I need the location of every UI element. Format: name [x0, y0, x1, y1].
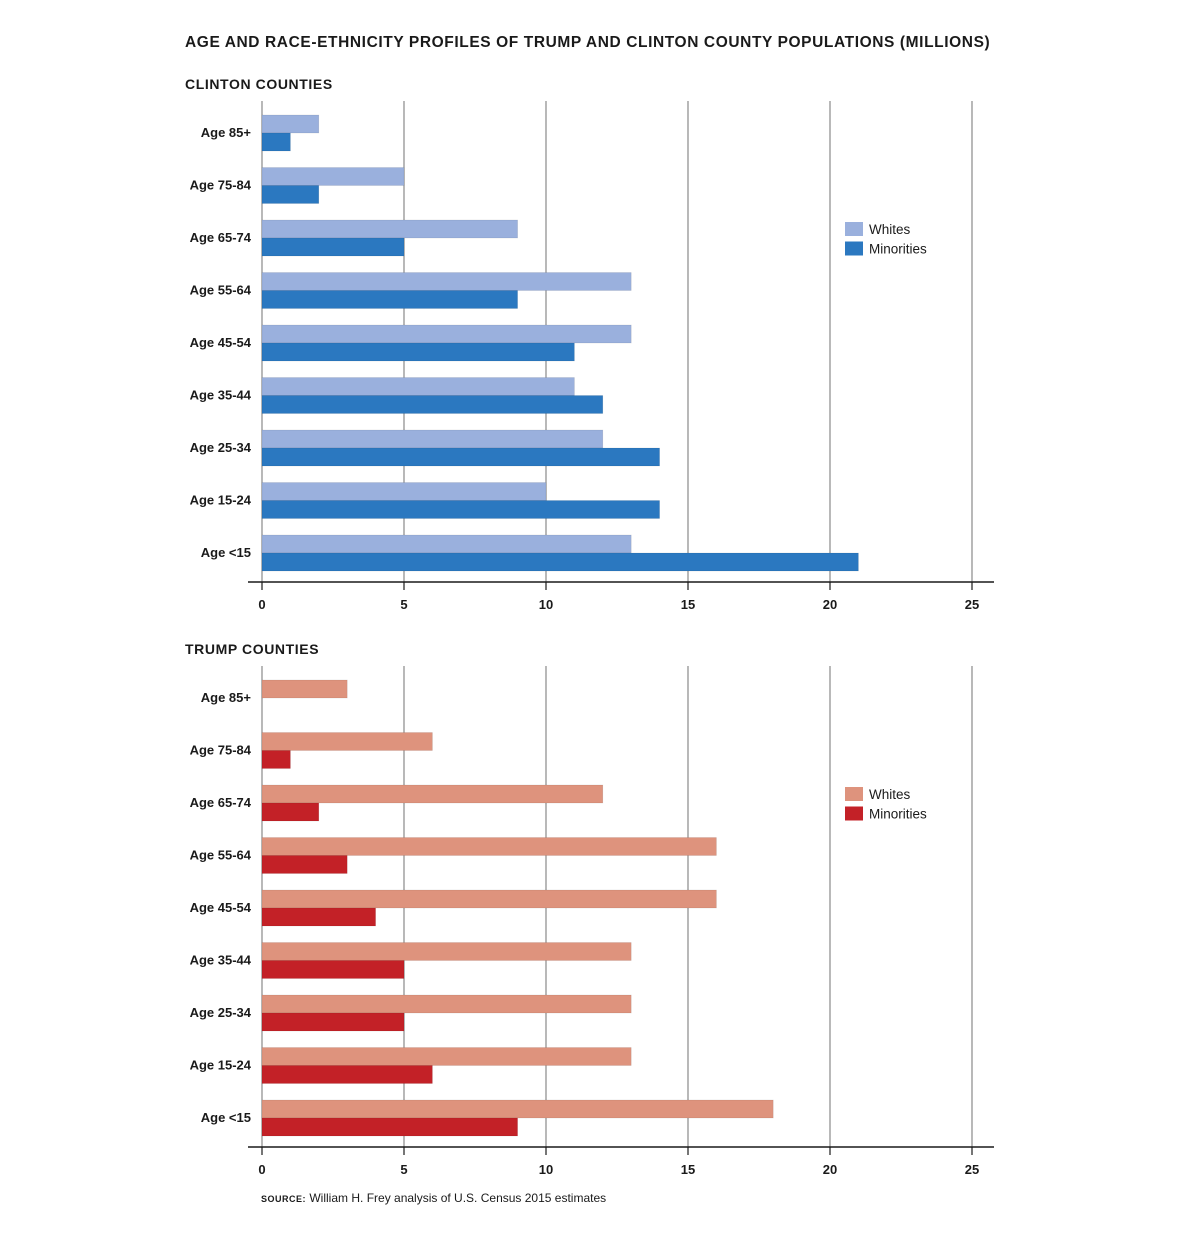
- trump-category-label: Age <15: [201, 1110, 251, 1125]
- clinton-bar-minorities-6: [261, 447, 660, 467]
- clinton-bar-whites-2: [261, 219, 518, 239]
- clinton-category-label: Age 25-34: [190, 440, 252, 455]
- clinton-bar-whites-3: [261, 272, 632, 291]
- trump-bar-minorities-2: [261, 802, 320, 822]
- source-text: William H. Frey analysis of U.S. Census …: [309, 1191, 607, 1205]
- clinton-tick-label: 0: [258, 597, 265, 612]
- clinton-category-label: Age 45-54: [190, 335, 252, 350]
- trump-category-label: Age 55-64: [190, 848, 252, 863]
- trump-bar-whites-8: [261, 1099, 774, 1119]
- clinton-category-label: Age 65-74: [190, 230, 252, 245]
- trump-legend-label-whites: Whites: [869, 787, 911, 802]
- clinton-bar-minorities-5: [261, 395, 604, 414]
- trump-tick-label: 20: [823, 1162, 837, 1177]
- clinton-legend-label-minorities: Minorities: [869, 242, 927, 257]
- trump-legend-swatch-whites: [845, 787, 863, 801]
- clinton-bar-whites-1: [261, 167, 405, 186]
- clinton-category-label: Age 35-44: [190, 388, 252, 403]
- trump-category-label: Age 85+: [201, 690, 252, 705]
- trump-bar-minorities-3: [261, 855, 348, 874]
- source-note: SOURCE: William H. Frey analysis of U.S.…: [261, 1191, 606, 1205]
- clinton-legend-swatch-whites: [845, 222, 863, 236]
- clinton-bar-whites-8: [261, 534, 632, 554]
- trump-bar-minorities-6: [261, 1012, 405, 1032]
- trump-bar-whites-7: [261, 1047, 632, 1066]
- clinton-category-label: Age 75-84: [190, 178, 252, 193]
- clinton-legend-swatch-minorities: [845, 241, 863, 256]
- trump-bar-whites-3: [261, 837, 717, 856]
- trump-bar-minorities-5: [261, 960, 405, 979]
- trump-bar-minorities-1: [261, 750, 291, 769]
- trump-chart-title: TRUMP COUNTIES: [185, 641, 320, 657]
- trump-bar-minorities-7: [261, 1065, 433, 1084]
- clinton-tick-label: 25: [965, 597, 979, 612]
- clinton-category-label: Age 55-64: [190, 283, 252, 298]
- clinton-bar-minorities-7: [261, 500, 660, 519]
- trump-legend-swatch-minorities: [845, 806, 863, 821]
- clinton-tick-label: 15: [681, 597, 695, 612]
- trump-bar-minorities-4: [261, 907, 376, 927]
- clinton-category-label: Age 85+: [201, 125, 252, 140]
- clinton-bar-minorities-3: [261, 290, 518, 309]
- trump-tick-label: 5: [400, 1162, 407, 1177]
- clinton-bar-whites-7: [261, 482, 547, 501]
- page-title: AGE AND RACE-ETHNICITY PROFILES OF TRUMP…: [185, 34, 991, 51]
- clinton-chart: Age 85+ Age 75-84 Age 65-74 Age 55-64 Age 45…: [190, 101, 994, 612]
- trump-tick-label: 25: [965, 1162, 979, 1177]
- source-label: SOURCE:: [261, 1194, 307, 1204]
- trump-category-label: Age 25-34: [190, 1005, 252, 1020]
- clinton-bar-minorities-4: [261, 342, 575, 362]
- clinton-legend-label-whites: Whites: [869, 222, 911, 237]
- clinton-bar-whites-4: [261, 324, 632, 344]
- clinton-tick-label: 20: [823, 597, 837, 612]
- trump-category-label: Age 45-54: [190, 900, 252, 915]
- clinton-category-label: Age 15-24: [190, 493, 252, 508]
- trump-category-label: Age 35-44: [190, 953, 252, 968]
- trump-legend-label-minorities: Minorities: [869, 807, 927, 822]
- trump-bar-whites-5: [261, 942, 632, 961]
- trump-tick-label: 0: [258, 1162, 265, 1177]
- trump-bar-whites-0: [261, 679, 348, 699]
- clinton-bar-whites-6: [261, 429, 604, 449]
- clinton-bar-whites-5: [261, 377, 575, 396]
- trump-bar-whites-6: [261, 994, 632, 1014]
- clinton-tick-label: 5: [400, 597, 407, 612]
- trump-chart: Age 85+ Age 75-84 Age 65-74 Age 55-64 Age 45…: [190, 666, 994, 1177]
- clinton-bar-minorities-0: [261, 132, 291, 152]
- trump-bar-whites-2: [261, 784, 604, 804]
- trump-category-label: Age 15-24: [190, 1058, 252, 1073]
- clinton-bar-minorities-2: [261, 237, 405, 257]
- trump-bar-whites-1: [261, 732, 433, 751]
- trump-tick-label: 10: [539, 1162, 553, 1177]
- clinton-bar-minorities-8: [261, 552, 859, 572]
- trump-category-label: Age 75-84: [190, 743, 252, 758]
- trump-bar-whites-4: [261, 889, 717, 909]
- clinton-bar-minorities-1: [261, 185, 320, 204]
- clinton-tick-label: 10: [539, 597, 553, 612]
- trump-tick-label: 15: [681, 1162, 695, 1177]
- clinton-bar-whites-0: [261, 114, 320, 134]
- trump-category-label: Age 65-74: [190, 795, 252, 810]
- clinton-chart-title: CLINTON COUNTIES: [185, 76, 333, 92]
- clinton-category-label: Age <15: [201, 545, 251, 560]
- trump-bar-minorities-8: [261, 1117, 518, 1137]
